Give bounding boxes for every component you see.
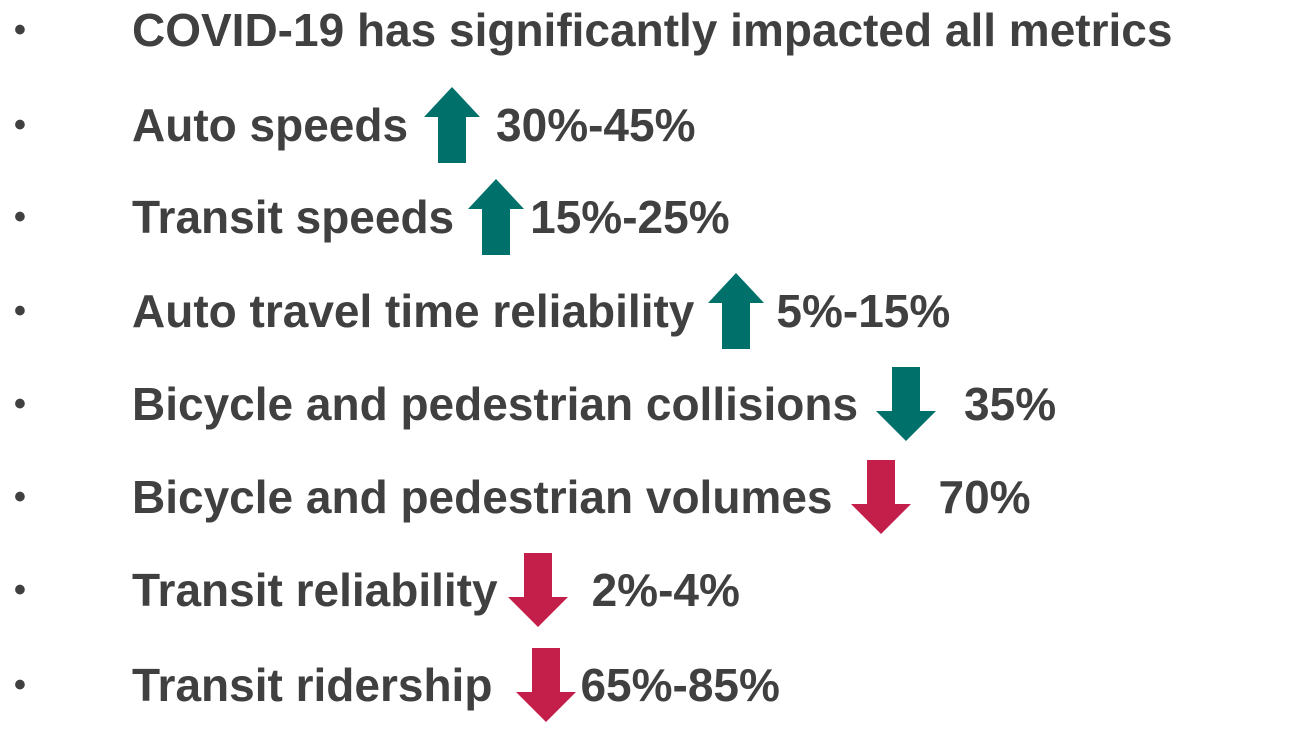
item-text: Transit reliability [132,564,498,616]
up-arrow [468,179,525,255]
item-text: Transit speeds [132,191,455,243]
bullet: • [14,477,26,516]
change-value: 2%-4% [591,564,740,616]
bullet: • [14,105,26,144]
bullet: • [14,197,26,236]
bullet-item: • Transit ridership 65%-85% [0,640,780,730]
bullet-item: • COVID-19 has significantly impacted al… [0,0,1172,75]
bullet: • [14,570,26,609]
change-value: 65%-85% [580,659,780,711]
up-arrow [708,273,765,349]
change-value: 35% [964,378,1057,430]
down-arrow [516,648,577,722]
bullet-item: • Transit reliability 2%-4% [0,545,740,635]
item-text: COVID-19 has significantly impacted all … [132,4,1173,56]
change-value: 70% [938,471,1031,523]
item-text: Auto speeds [132,99,409,151]
change-value: 30%-45% [496,99,696,151]
item-text: Bicycle and pedestrian collisions [132,378,859,430]
item-text: Transit ridership [132,659,493,711]
bullet: • [14,291,26,330]
down-arrow [850,460,911,534]
down-arrow [876,367,937,441]
item-text: Auto travel time reliability [132,285,695,337]
item-text: Bicycle and pedestrian volumes [132,471,833,523]
bullet: • [14,665,26,704]
bullet-item: • Auto speeds 30%-45% [0,80,696,170]
bullet: • [14,384,26,423]
change-value: 5%-15% [776,285,951,337]
down-arrow [507,553,568,627]
change-value: 15%-25% [530,191,730,243]
bullet-item: • Transit speeds 15%-25% [0,172,730,262]
bullet-item: • Bicycle and pedestrian collisions 35% [0,359,1056,449]
bullet-item: • Bicycle and pedestrian volumes 70% [0,452,1031,542]
bullet-item: • Auto travel time reliability 5%-15% [0,266,950,356]
slide: • COVID-19 has significantly impacted al… [0,0,1173,722]
up-arrow [424,87,481,163]
bullet: • [14,10,26,49]
